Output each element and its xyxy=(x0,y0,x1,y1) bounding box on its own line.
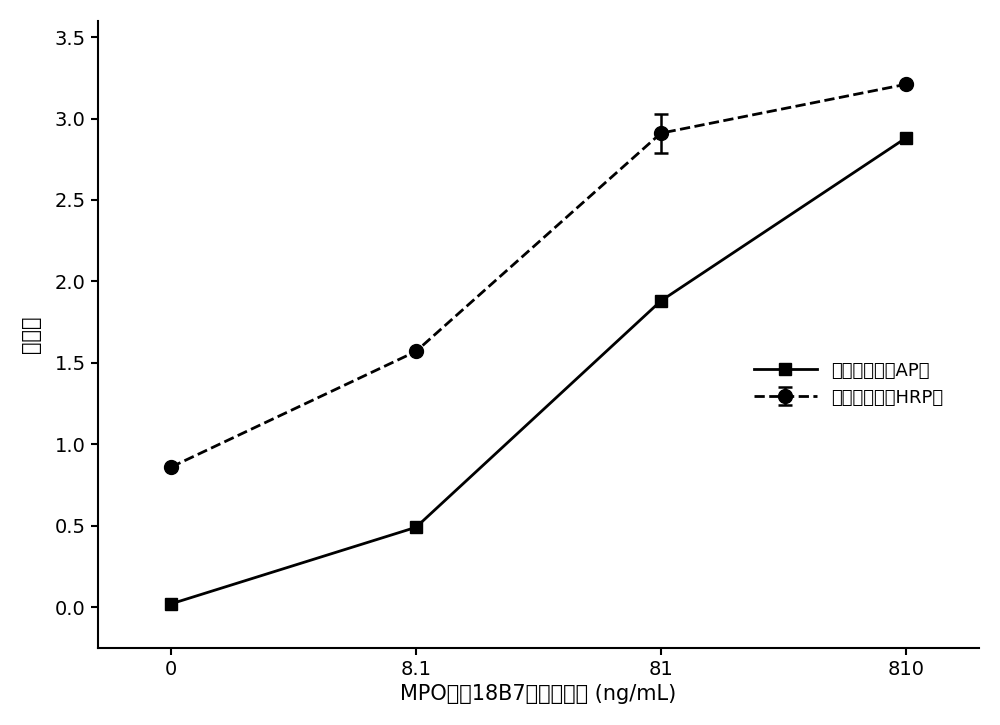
Y-axis label: 吸光度: 吸光度 xyxy=(21,315,41,353)
碱性磷酸酶（AP） xyxy=(410,523,422,531)
碱性磷酸酶（AP） xyxy=(165,600,177,608)
Line: 碱性磷酸酶（AP）: 碱性磷酸酶（AP） xyxy=(165,132,912,610)
碱性磷酸酶（AP） xyxy=(655,297,667,305)
X-axis label: MPO单抓18B7的不同浓度 (ng/mL): MPO单抓18B7的不同浓度 (ng/mL) xyxy=(400,684,677,704)
Legend: 碱性磷酸酶（AP）, 过氧化物酶（HRP）: 碱性磷酸酶（AP）, 过氧化物酶（HRP） xyxy=(745,352,953,416)
碱性磷酸酶（AP） xyxy=(900,133,912,142)
